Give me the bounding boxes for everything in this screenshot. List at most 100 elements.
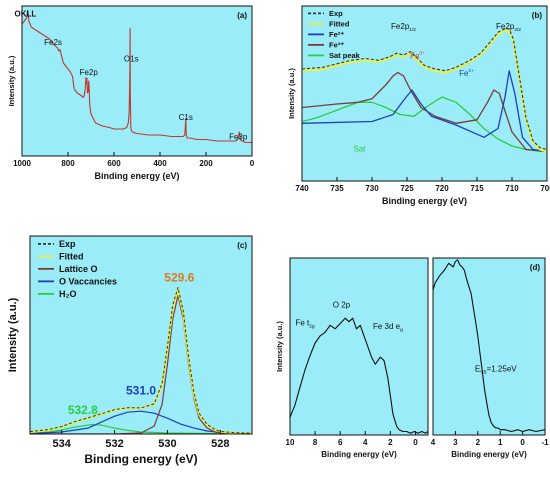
panel-label: (d): [530, 263, 541, 272]
annotation-text: Fe2p: [391, 22, 410, 31]
plot-area: [290, 258, 428, 435]
x-tick-label: 725: [400, 184, 414, 193]
annotation-label: Fe2+: [459, 68, 474, 78]
annotation-text: Fe2p: [496, 22, 515, 31]
legend-label: Sat peak: [329, 51, 361, 60]
annotation-label: Fe2p3/2: [496, 22, 521, 33]
legend-label: Fe²⁺: [329, 30, 344, 39]
y-axis-label: Intensity (a.u.): [275, 321, 284, 372]
annotation-label: Fe2p1/2: [391, 22, 416, 33]
annotation-label: Fe2s: [44, 38, 62, 47]
x-tick-label: 4: [431, 438, 436, 447]
annotation-label: 531.0: [126, 383, 156, 397]
annotation-text: Fe: [459, 69, 469, 78]
annotation-text: 532.8: [68, 403, 98, 417]
annotation-text: Fe t: [295, 318, 310, 327]
annotation-label: Fe t2g: [295, 318, 314, 329]
panel-1: 1000 800 600 400 200 0 Binding energy (eV) Inte…: [7, 5, 255, 181]
legend-label: Fitted: [329, 20, 350, 29]
annotation-label: OKLL: [15, 10, 37, 19]
annotation-label: Fe2p: [80, 68, 99, 77]
series-line-4: [302, 29, 547, 153]
annotation-text: Sat: [353, 144, 366, 153]
x-tick-label: 2: [388, 438, 393, 447]
annotation-subscript: 2g: [309, 323, 315, 329]
x-tick-label: 1000: [13, 159, 31, 168]
annotation-superscript: 3+: [419, 51, 425, 57]
x-tick-label: 0: [413, 438, 418, 447]
x-tick-label: 4: [363, 438, 368, 447]
panel-4: 10 8 6 4 2 0 Binding energy (eV) Intensity (a.u…: [275, 257, 429, 459]
x-tick-label: 2: [476, 438, 481, 447]
x-tick-label: 530: [158, 438, 176, 450]
x-tick-label: 0: [520, 438, 525, 447]
x-tick-label: 528: [211, 438, 229, 450]
x-tick-label: 715: [470, 184, 484, 193]
plot-area: [433, 258, 545, 435]
panel-3: 534 532 530 528 Binding energy (eV) Intensity…: [7, 235, 253, 466]
x-tick-label: 730: [365, 184, 379, 193]
legend-label: H₂O: [59, 289, 77, 299]
annotation-superscript: 2+: [468, 68, 474, 74]
series-line-3: [302, 70, 547, 152]
panel-label: (b): [532, 11, 543, 20]
x-tick-label: 710: [505, 184, 519, 193]
x-tick-label: 735: [330, 184, 344, 193]
annotation-label: EVB=1.25eV: [475, 364, 517, 375]
annotation-text: Fe2s: [44, 38, 62, 47]
annotation-subscript: 1/2: [409, 27, 416, 33]
series-group: [22, 9, 252, 144]
legend: Exp Fitted Lattice O O Vaccancies H₂O: [38, 239, 117, 299]
plot-frame: [289, 257, 429, 436]
x-axis-label: Binding energy (eV): [451, 450, 527, 459]
annotation-label: 532.8: [68, 403, 98, 417]
annotation-text: Fe3p: [229, 133, 248, 142]
x-tick-label: 740: [295, 184, 309, 193]
legend-label: Lattice O: [59, 264, 98, 274]
annotation-text: 529.6: [164, 271, 194, 285]
annotation-label: Fe3+: [410, 51, 425, 61]
legend-label: Exp: [329, 9, 343, 18]
annotation-subscript: g: [400, 328, 403, 333]
x-tick-label: 400: [153, 159, 167, 168]
annotation-label: Fe 3d eg: [373, 322, 403, 333]
y-axis-label: Intensity (a.u.): [7, 297, 19, 372]
plot-frame: [301, 5, 548, 182]
x-tick-label: 0: [250, 159, 255, 168]
x-axis-label: Binding energy (eV): [382, 196, 467, 206]
series-group: [290, 317, 428, 434]
annotation-text: Fe: [410, 52, 420, 61]
panel-2: 740 735 730 725 720 715 710 705 Binding energy (…: [287, 5, 550, 206]
legend-label: Fitted: [59, 252, 84, 262]
x-tick-label: 705: [540, 184, 550, 193]
x-tick-label: 1: [498, 438, 503, 447]
annotation-label: O1s: [124, 55, 139, 64]
x-axis-label: Binding energy (eV): [84, 452, 197, 466]
x-tick-label: 8: [313, 438, 318, 447]
x-tick-label: 800: [61, 159, 75, 168]
annotation-text: Fe2p: [80, 68, 99, 77]
plot-area: [30, 236, 252, 434]
annotation-subscript: VB: [480, 369, 486, 375]
series-line-5: [302, 28, 547, 151]
x-tick-label: 720: [435, 184, 449, 193]
annotation-text: 531.0: [126, 383, 156, 397]
x-tick-label: 10: [286, 438, 295, 447]
series-line-1: [290, 317, 428, 434]
annotation-text: O1s: [124, 55, 139, 64]
annotation-subscript: 3/2: [514, 27, 521, 33]
annotation-label: O 2p: [333, 301, 351, 310]
panel-label: (a): [237, 11, 247, 20]
legend-label: Fe³⁺: [329, 41, 344, 50]
x-tick-label: 600: [107, 159, 121, 168]
annotation-text: C1s: [179, 113, 193, 122]
x-tick-label: 6: [338, 438, 343, 447]
annotation-text: OKLL: [15, 10, 37, 19]
panel-label: (c): [237, 241, 247, 250]
annotation-label: C1s: [179, 113, 193, 122]
series-group: [302, 28, 547, 153]
x-tick-label: 532: [105, 438, 123, 450]
annotation-text: Fe 3d e: [373, 322, 401, 331]
series-line-1: [302, 96, 547, 152]
legend-label: Exp: [59, 239, 76, 249]
